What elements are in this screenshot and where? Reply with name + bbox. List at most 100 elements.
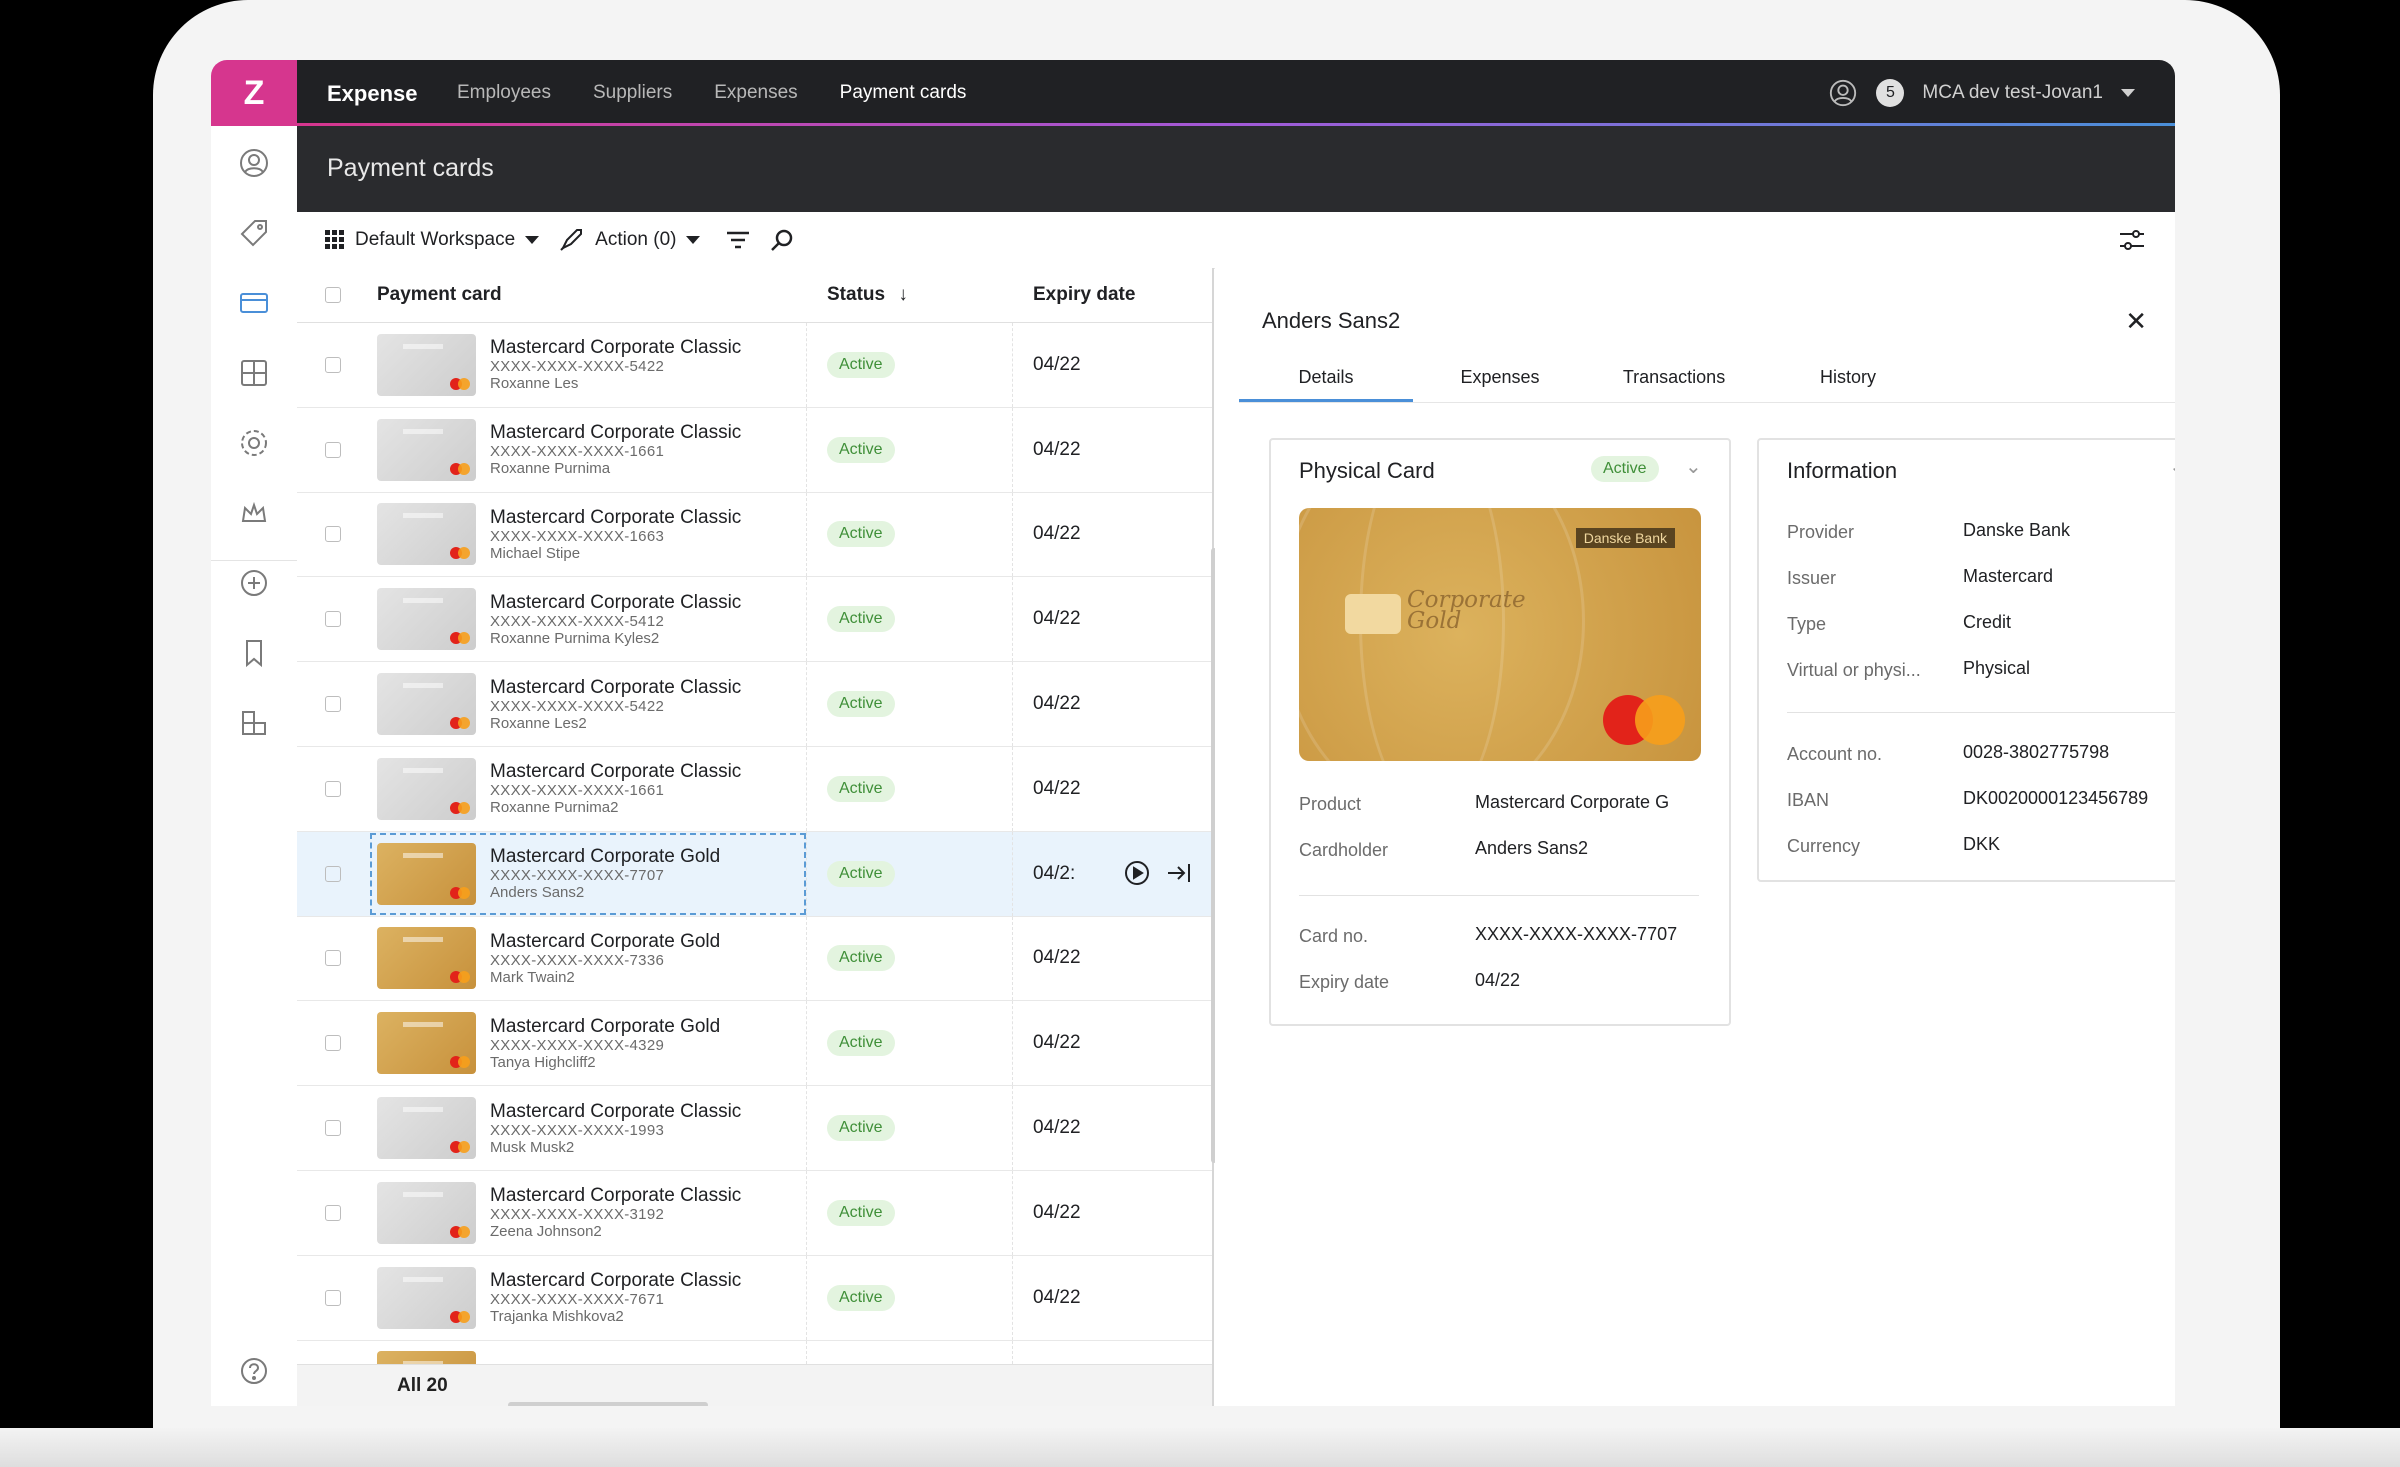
- table-row[interactable]: Mastercard Corporate Classic XXXX-XXXX-XX…: [297, 746, 1212, 832]
- workspace-selector[interactable]: Default Workspace: [325, 229, 540, 251]
- card-cell[interactable]: Mastercard Corporate Gold XXXX-XXXX-XXXX-…: [369, 1001, 807, 1086]
- nav-suppliers[interactable]: Suppliers: [593, 82, 673, 103]
- open-panel-arrow-icon[interactable]: [1166, 860, 1192, 886]
- close-icon[interactable]: ✕: [2125, 306, 2147, 336]
- card-cell[interactable]: Mastercard Corporate Classic XXXX-XXXX-XX…: [369, 1170, 807, 1255]
- user-icon[interactable]: [233, 142, 275, 184]
- crown-icon[interactable]: [233, 492, 275, 534]
- gear-icon[interactable]: [233, 422, 275, 464]
- table-row[interactable]: Mastercard Corporate Classic XXXX-XXXX-XX…: [297, 577, 1212, 663]
- tab-transactions[interactable]: Transactions: [1622, 367, 1726, 387]
- card-cell[interactable]: Mastercard Corporate Gold XXXX-XXXX-XXXX-…: [369, 831, 807, 916]
- play-circle-icon[interactable]: [1124, 860, 1150, 886]
- filter-button[interactable]: [726, 230, 750, 250]
- horizontal-scrollbar[interactable]: [508, 1402, 708, 1406]
- table-row[interactable]: Mastercard Corporate Gold XXXX-XXXX-XXXX-…: [297, 1001, 1212, 1087]
- card-thumbnail: [377, 1097, 476, 1160]
- card-product: Mastercard Corporate Classic: [490, 506, 742, 528]
- page-title: Payment cards: [327, 154, 494, 182]
- table-row[interactable]: Mastercard Corporate Classic XXXX-XXXX-XX…: [297, 1086, 1212, 1171]
- card-cell[interactable]: Mastercard Corporate Gold XXXX-XXXX-XXXX-…: [369, 916, 807, 1001]
- row-checkbox[interactable]: [325, 611, 341, 628]
- table-header: Payment card Status ↓ Expiry date: [297, 268, 1212, 323]
- notification-badge[interactable]: 5: [1876, 79, 1905, 107]
- select-all-checkbox[interactable]: [325, 287, 341, 303]
- app-logo[interactable]: Z: [211, 60, 297, 126]
- row-checkbox[interactable]: [325, 441, 341, 458]
- table-row[interactable]: Mastercard Corporate Classic XXXX-XXXX-XX…: [297, 407, 1212, 493]
- tag-icon[interactable]: [233, 212, 275, 254]
- cardholder-name: Anders Sans2: [490, 884, 585, 902]
- card-product: Mastercard Corporate Gold: [490, 930, 721, 952]
- row-checkbox[interactable]: [325, 696, 341, 713]
- row-checkbox[interactable]: [325, 950, 341, 967]
- tab-history[interactable]: History: [1819, 367, 1876, 387]
- row-checkbox[interactable]: [325, 526, 341, 543]
- row-checkbox[interactable]: [325, 1035, 341, 1052]
- card-cell[interactable]: Mastercard Corporate Classic XXXX-XXXX-XX…: [369, 746, 807, 831]
- row-checkbox[interactable]: [325, 1120, 341, 1137]
- row-checkbox[interactable]: [325, 356, 341, 373]
- add-circle-icon[interactable]: [233, 562, 275, 604]
- chevron-down-icon[interactable]: ⌄: [2169, 454, 2175, 479]
- table-row[interactable]: Mastercard Corporate Gold XXXX-XXXX-XXXX-…: [297, 831, 1212, 917]
- card-cell[interactable]: Mastercard Corporate Classic XXXX-XXXX-XX…: [369, 662, 807, 746]
- card-product: Mastercard Corporate Classic: [490, 1185, 742, 1207]
- bank-logo: Danske Bank: [1575, 528, 1675, 548]
- help-icon[interactable]: [233, 1350, 275, 1392]
- mastercard-logo-icon: [450, 377, 470, 390]
- card-cell[interactable]: Mastercard Corporate Classic XXXX-XXXX-XX…: [369, 492, 807, 577]
- table-row[interactable]: Mastercard Corporate Classic XXXX-XXXX-XX…: [297, 323, 1212, 408]
- table-row[interactable]: Mastercard Corporate Classic XXXX-XXXX-XX…: [297, 1255, 1212, 1341]
- calculator-icon[interactable]: [233, 352, 275, 394]
- status-badge: Active: [827, 1199, 895, 1226]
- tab-expenses[interactable]: Expenses: [1460, 367, 1540, 387]
- user-menu[interactable]: MCA dev test-Jovan1: [1922, 82, 2103, 103]
- puzzle-icon[interactable]: [233, 702, 275, 744]
- vertical-scrollbar[interactable]: [1211, 548, 1217, 1163]
- column-header-expiry[interactable]: Expiry date: [1033, 284, 1136, 305]
- nav-expenses[interactable]: Expenses: [714, 82, 798, 103]
- card-cell[interactable]: Mastercard Corporate Classic XXXX-XXXX-XX…: [369, 577, 807, 662]
- chevron-down-icon[interactable]: [2121, 89, 2135, 97]
- status-header-label: Status: [827, 284, 886, 305]
- row-checkbox[interactable]: [325, 865, 341, 882]
- table-row[interactable]: Mastercard Corporate Classic XXXX-XXXX-XX…: [297, 662, 1212, 747]
- chevron-down-icon[interactable]: ⌄: [1685, 456, 1702, 478]
- expiry-date: 04/22: [1033, 693, 1081, 715]
- column-header-card[interactable]: Payment card: [377, 284, 502, 305]
- search-button[interactable]: [770, 228, 794, 252]
- table-row[interactable]: Mastercard Corporate Gold XXXX-XXXX-XXXX-…: [297, 916, 1212, 1002]
- nav-employees[interactable]: Employees: [457, 82, 551, 103]
- payment-cards-table: Payment card Status ↓ Expiry date Master…: [297, 268, 1214, 1406]
- column-header-status[interactable]: Status ↓: [807, 284, 1013, 306]
- card-icon[interactable]: [233, 282, 275, 324]
- profile-icon[interactable]: [1828, 78, 1858, 108]
- card-cell[interactable]: Mastercard Corporate Classic XXXX-XXXX-XX…: [369, 1255, 807, 1340]
- sort-arrow-down-icon[interactable]: ↓: [898, 284, 908, 305]
- row-checkbox[interactable]: [325, 1204, 341, 1221]
- status-badge: Active: [827, 351, 895, 378]
- status-badge: Active: [827, 775, 895, 802]
- settings-sliders-button[interactable]: [2119, 228, 2145, 258]
- table-row[interactable]: Mastercard Corporate Classic XXXX-XXXX-XX…: [297, 1170, 1212, 1256]
- row-checkbox[interactable]: [325, 780, 341, 797]
- status-badge: Active: [827, 521, 895, 548]
- action-menu[interactable]: Action (0): [557, 226, 701, 254]
- nav-payment-cards[interactable]: Payment cards: [839, 82, 967, 103]
- laptop-base: [0, 1428, 2400, 1467]
- rocket-icon: [560, 229, 583, 251]
- card-product: Mastercard Corporate Classic: [490, 676, 742, 698]
- table-row[interactable]: Mastercard Corporate Classic XXXX-XXXX-XX…: [297, 492, 1212, 578]
- physical-card-section: Physical Card Active ⌄ Corporate Gold Dan…: [1269, 438, 1731, 1026]
- card-cell[interactable]: Mastercard Corporate Classic XXXX-XXXX-XX…: [369, 323, 807, 407]
- chevron-down-icon: [525, 236, 540, 244]
- card-thumbnail: [377, 588, 476, 651]
- table-body: Mastercard Corporate Classic XXXX-XXXX-XX…: [297, 323, 1212, 1406]
- card-cell[interactable]: Mastercard Corporate Classic XXXX-XXXX-XX…: [369, 407, 807, 492]
- bookmark-icon[interactable]: [233, 632, 275, 674]
- row-checkbox[interactable]: [325, 1289, 341, 1306]
- tab-details[interactable]: Details: [1239, 352, 1413, 402]
- card-cell[interactable]: Mastercard Corporate Classic XXXX-XXXX-XX…: [369, 1086, 807, 1170]
